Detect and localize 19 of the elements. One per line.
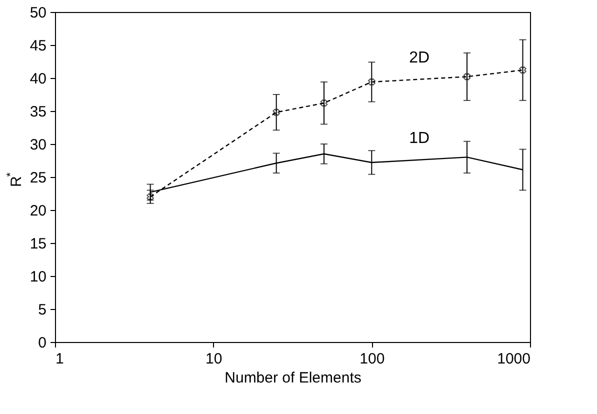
x-tick-label: 1000 xyxy=(497,350,530,368)
y-tick-label: 20 xyxy=(30,202,46,220)
y-tick-label: 5 xyxy=(38,302,46,318)
y-tick-label: 15 xyxy=(30,236,46,252)
y-tick-label: 0 xyxy=(38,334,46,352)
y-tick-label: 50 xyxy=(30,4,46,22)
y-tick-label: 10 xyxy=(30,268,46,286)
x-tick-label: 100 xyxy=(360,350,385,368)
series-label: 1D xyxy=(409,130,430,147)
series-label: 2D xyxy=(409,49,430,66)
y-tick-label: 35 xyxy=(30,104,46,120)
x-tick-label: 1 xyxy=(56,350,64,368)
y-tick-label: 45 xyxy=(30,38,46,54)
x-axis-title: Number of Elements xyxy=(224,370,362,386)
y-tick-label: 40 xyxy=(30,70,46,88)
y-axis-title: R* xyxy=(5,172,25,187)
x-tick-label: 10 xyxy=(205,350,222,368)
y-tick-label: 25 xyxy=(30,170,46,186)
y-tick-label: 30 xyxy=(30,136,46,154)
